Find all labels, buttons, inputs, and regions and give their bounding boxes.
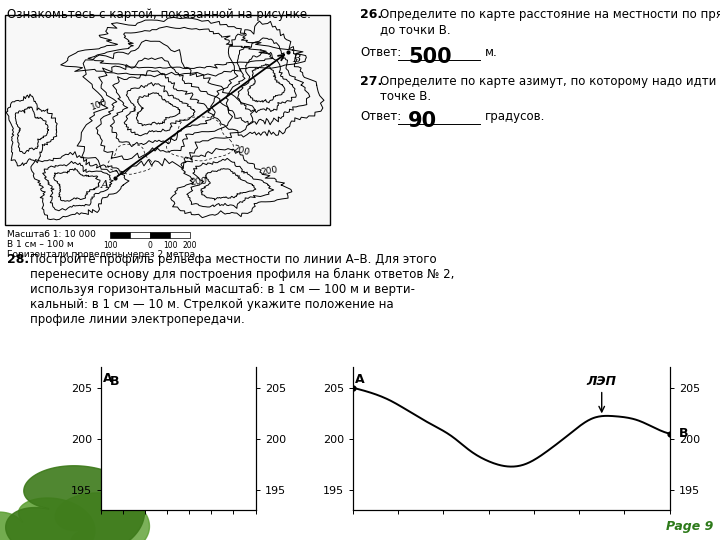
Text: Горизонтали проведены через 2 метра: Горизонтали проведены через 2 метра (7, 250, 195, 259)
Text: Определите по карте расстояние на местности по прямой от точки А
до точки В.: Определите по карте расстояние на местно… (380, 8, 720, 36)
Text: В 1 см – 100 м: В 1 см – 100 м (7, 240, 73, 249)
Polygon shape (6, 466, 145, 540)
Text: 200: 200 (183, 241, 197, 250)
Text: Ознакомьтесь с картой, показанной на рисунке.: Ознакомьтесь с картой, показанной на рис… (7, 8, 311, 21)
Polygon shape (55, 493, 150, 540)
Text: ЛЭП: ЛЭП (587, 375, 617, 388)
Text: 200: 200 (190, 177, 208, 187)
Bar (150, 232, 170, 238)
Bar (110, 232, 130, 238)
Text: A: A (355, 373, 365, 386)
Text: 500: 500 (408, 47, 451, 67)
Text: Ответ:: Ответ: (360, 110, 401, 123)
Polygon shape (0, 498, 95, 540)
Text: градусов.: градусов. (485, 110, 545, 123)
Text: Определите по карте азимут, по которому надо идти от точки А к
точке В.: Определите по карте азимут, по которому … (380, 75, 720, 103)
Text: 90: 90 (408, 111, 437, 131)
Text: Постройте профиль рельефа местности по линии А–В. Для этого
перенесите основу дл: Постройте профиль рельефа местности по л… (30, 253, 454, 326)
Text: 200: 200 (232, 144, 251, 157)
Text: 28.: 28. (7, 253, 29, 266)
Bar (130, 232, 150, 238)
Text: 200: 200 (260, 165, 279, 177)
Text: Ответ:: Ответ: (360, 46, 401, 59)
Text: 100: 100 (103, 241, 117, 250)
Text: Масштаб 1: 10 000: Масштаб 1: 10 000 (7, 230, 96, 239)
Text: A: A (101, 180, 109, 190)
Text: 26.: 26. (360, 8, 382, 21)
Text: 0: 0 (148, 241, 153, 250)
Text: 100: 100 (163, 241, 177, 250)
Text: 27.: 27. (360, 75, 382, 88)
Text: B: B (110, 375, 120, 388)
Text: B: B (292, 54, 300, 64)
Text: м.: м. (485, 46, 498, 59)
Text: Page 9: Page 9 (665, 520, 713, 533)
Text: A: A (102, 372, 112, 384)
Bar (170, 232, 190, 238)
Text: 100: 100 (90, 98, 109, 112)
Bar (5, 15, 330, 225)
Text: B: B (679, 427, 688, 440)
